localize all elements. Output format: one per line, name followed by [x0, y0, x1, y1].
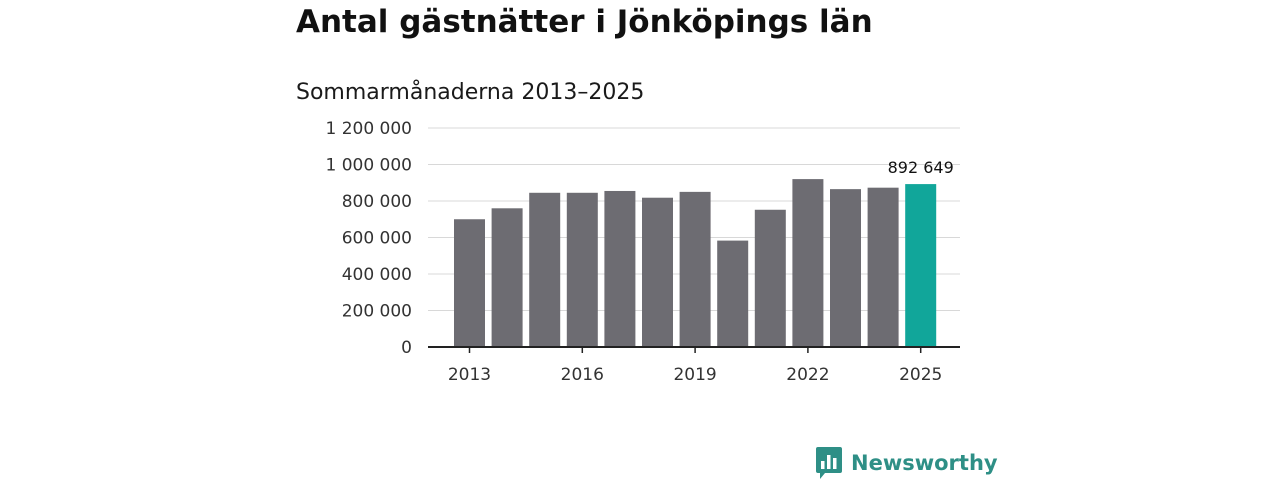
bar-2015 [529, 192, 561, 347]
x-tick-label: 2025 [899, 365, 942, 385]
y-tick-label: 1 200 000 [325, 119, 412, 139]
y-tick-label: 0 [401, 338, 412, 358]
x-axis-tick-labels: 2013 2016 2019 2022 2025 [448, 347, 942, 385]
y-tick-label: 800 000 [342, 192, 412, 212]
bar-2023 [830, 189, 861, 347]
y-tick-label: 200 000 [342, 302, 412, 322]
chart-subtitle: Sommarmånaderna 2013–2025 [296, 80, 645, 105]
y-axis-tick-labels: 0 200 000 400 000 600 000 800 000 1 000 000 1 … [325, 119, 412, 358]
brand-name: Newsworthy [851, 451, 998, 475]
bar-2019 [679, 191, 711, 347]
bars [454, 179, 937, 347]
bar-2022 [792, 179, 824, 347]
bar-2017 [604, 190, 636, 347]
y-tick-label: 400 000 [342, 265, 412, 285]
x-tick-label: 2022 [786, 365, 829, 385]
bar-value-label: 892 649 [888, 158, 954, 177]
bar-2020 [717, 240, 749, 347]
bar-2021 [754, 209, 786, 347]
brand-logo: Newsworthy [815, 446, 998, 480]
x-tick-label: 2016 [561, 365, 604, 385]
y-tick-label: 600 000 [342, 229, 412, 249]
bar-2013 [454, 219, 485, 347]
x-tick-label: 2019 [673, 365, 716, 385]
bar-2018 [642, 197, 673, 347]
chart-title: Antal gästnätter i Jönköpings län [296, 4, 873, 40]
bar-2016 [566, 192, 598, 347]
y-tick-label: 1 000 000 [325, 156, 412, 176]
bar-2014 [491, 208, 523, 347]
bar-chart-bubble-icon [816, 447, 842, 479]
x-tick-label: 2013 [448, 365, 491, 385]
bar-2025 [905, 184, 937, 347]
bar-2024 [867, 187, 899, 347]
